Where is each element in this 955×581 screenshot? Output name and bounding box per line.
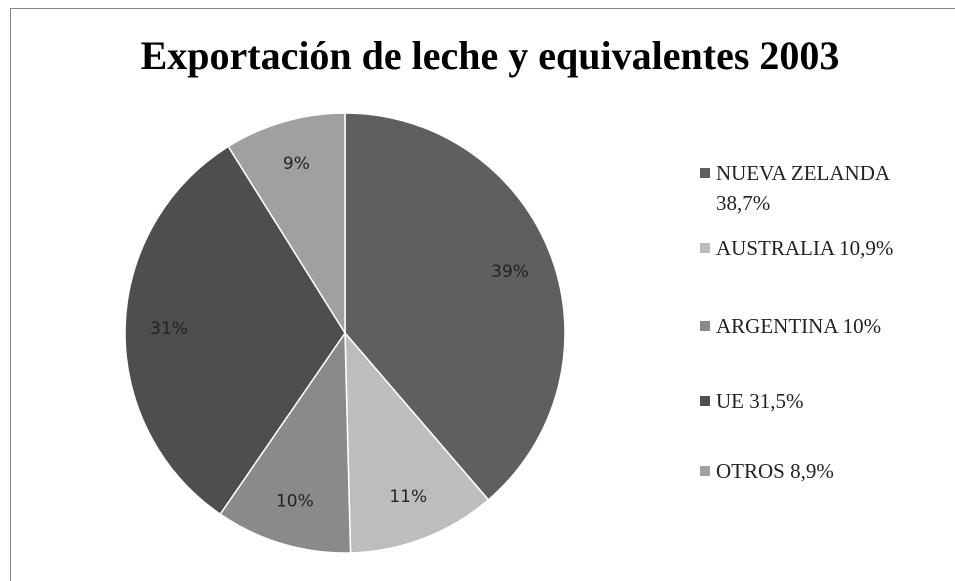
legend-swatch (700, 466, 710, 476)
data-label: 9% (283, 154, 310, 174)
legend-swatch (700, 168, 710, 178)
frame (10, 8, 955, 581)
legend-label: AUSTRALIA 10,9% (716, 236, 894, 260)
pie-slice (344, 330, 490, 554)
legend-item: NUEVA ZELANDA 38,7% (700, 158, 948, 218)
chart-title: Exportación de leche y equivalentes 2003 (141, 33, 840, 78)
legend-label: NUEVA ZELANDA 38,7% (716, 161, 889, 215)
legend-swatch (700, 396, 710, 406)
legend-label: ARGENTINA 10% (716, 314, 882, 338)
legend-label: OTROS 8,9% (716, 459, 834, 483)
pie-slice (344, 112, 566, 501)
legend-item: OTROS 8,9% (700, 456, 948, 486)
data-label: 10% (276, 492, 314, 512)
legend-swatch (700, 243, 710, 253)
data-label: 39% (491, 262, 529, 282)
legend-swatch (700, 321, 710, 331)
data-label: 11% (389, 487, 427, 507)
legend-item: AUSTRALIA 10,9% (700, 233, 948, 263)
pie-slice (124, 145, 346, 516)
pie-slice (219, 330, 352, 554)
pie-slice (227, 112, 346, 336)
legend-label: UE 31,5% (716, 389, 804, 413)
legend-item: UE 31,5% (700, 386, 948, 416)
legend-item: ARGENTINA 10% (700, 311, 948, 341)
data-label: 31% (150, 319, 188, 339)
